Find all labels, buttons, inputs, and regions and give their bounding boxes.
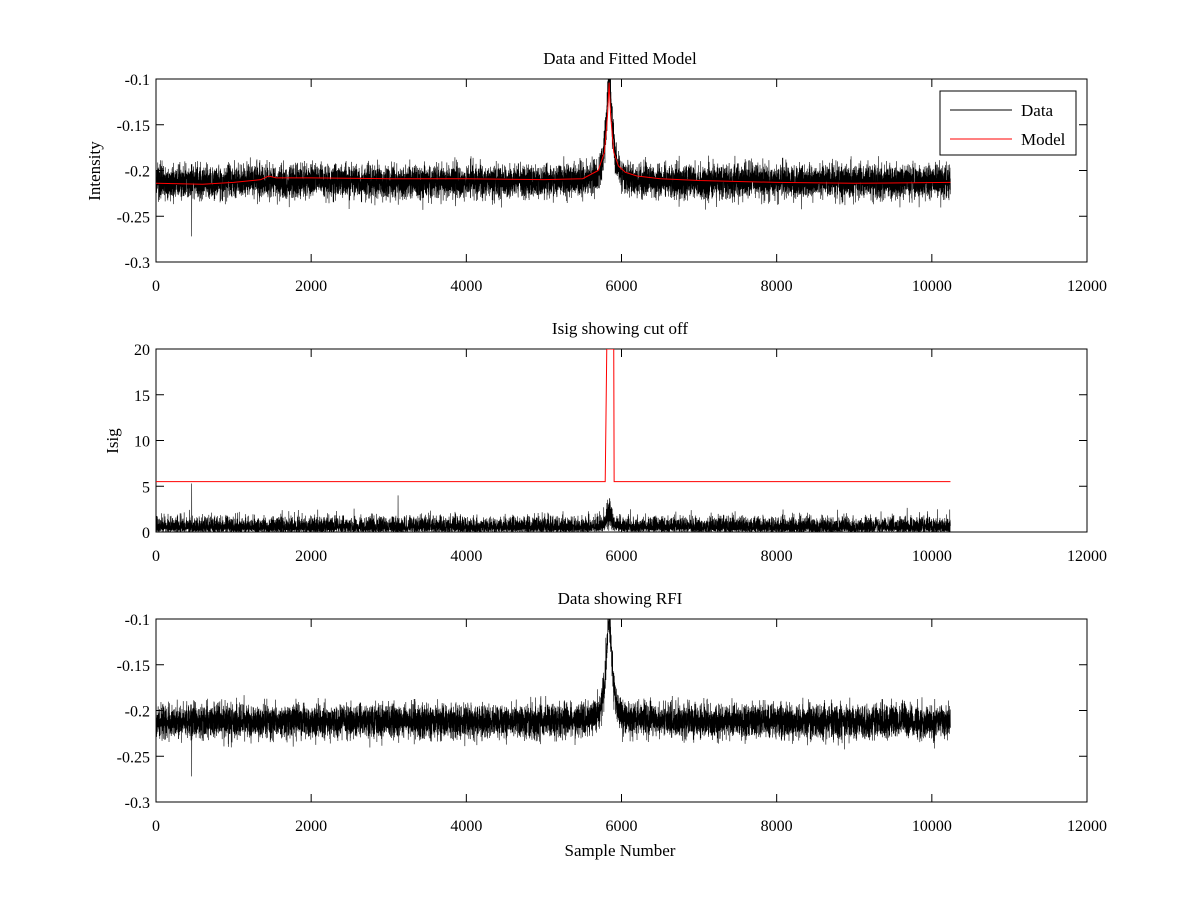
series-model-line	[156, 82, 951, 185]
x-tick-label: 12000	[1067, 548, 1107, 565]
legend: Data Model	[939, 90, 1077, 156]
panel-3: Data showing RFI 0 2000 4000 6000 8000 10000 1…	[117, 589, 1107, 860]
x-tick-label: 2000	[295, 278, 327, 295]
panel-2-ylabel: Isig	[103, 428, 122, 454]
panel-1-plot-area: 0 2000 4000 6000 8000 10000 12000 -0.3 -0.25 -0.2…	[117, 72, 1107, 295]
series-data-line	[156, 619, 951, 777]
x-tick-label: 8000	[761, 548, 793, 565]
panel-2-title: Isig showing cut off	[552, 319, 688, 338]
x-tick-label: 6000	[606, 818, 638, 835]
series-cut-off-line	[156, 349, 951, 483]
panel-1-title: Data and Fitted Model	[543, 49, 697, 68]
panel-2-plot-area: 0 2000 4000 6000 8000 10000 12000 0 5 10 15 20	[134, 342, 1107, 565]
x-tick-label: 10000	[912, 818, 952, 835]
series-isig-line	[156, 483, 951, 532]
x-tick-label: 4000	[450, 278, 482, 295]
legend-label-data: Data	[1021, 101, 1054, 120]
x-tick-label: 10000	[912, 278, 952, 295]
y-tick-label: -0.15	[117, 118, 150, 135]
y-tick-label: -0.2	[125, 704, 150, 721]
y-tick-label: 15	[134, 388, 150, 405]
panel-1-ylabel: Intensity	[85, 141, 104, 201]
y-tick-label: 10	[134, 434, 150, 451]
y-tick-label: -0.3	[125, 795, 150, 812]
x-tick-label: 12000	[1067, 278, 1107, 295]
panel-3-plot-area: 0 2000 4000 6000 8000 10000 12000 -0.3 -0.25 -0.2…	[117, 612, 1107, 835]
y-tick-label: -0.3	[125, 255, 150, 272]
legend-box	[939, 90, 1077, 156]
x-tick-label: 6000	[606, 278, 638, 295]
x-tick-label: 12000	[1067, 818, 1107, 835]
y-tick-label: -0.1	[125, 612, 150, 629]
x-tick-label: 8000	[761, 818, 793, 835]
x-tick-label: 2000	[295, 548, 327, 565]
x-tick-label: 10000	[912, 548, 952, 565]
y-tick-label: -0.25	[117, 749, 150, 766]
series-data-line	[156, 79, 951, 237]
panel-3-title: Data showing RFI	[558, 589, 683, 608]
panel-1: Data and Fitted Model Intensity 0 2000 400…	[85, 49, 1107, 295]
y-tick-label: -0.15	[117, 658, 150, 675]
y-tick-label: 0	[142, 525, 150, 542]
x-tick-label: 6000	[606, 548, 638, 565]
y-tick-label: -0.1	[125, 72, 150, 89]
x-tick-label: 0	[152, 818, 160, 835]
x-tick-label: 4000	[450, 548, 482, 565]
y-tick-label: -0.2	[125, 164, 150, 181]
y-tick-label: -0.25	[117, 209, 150, 226]
legend-label-model: Model	[1021, 130, 1066, 149]
x-tick-label: 0	[152, 548, 160, 565]
panel-2: Isig showing cut off Isig 0 2000 4000 6000 8…	[103, 319, 1107, 565]
panel-3-xlabel: Sample Number	[565, 841, 676, 860]
x-tick-label: 0	[152, 278, 160, 295]
x-tick-label: 2000	[295, 818, 327, 835]
x-tick-label: 8000	[761, 278, 793, 295]
y-tick-label: 20	[134, 342, 150, 359]
x-tick-label: 4000	[450, 818, 482, 835]
y-tick-label: 5	[142, 479, 150, 496]
